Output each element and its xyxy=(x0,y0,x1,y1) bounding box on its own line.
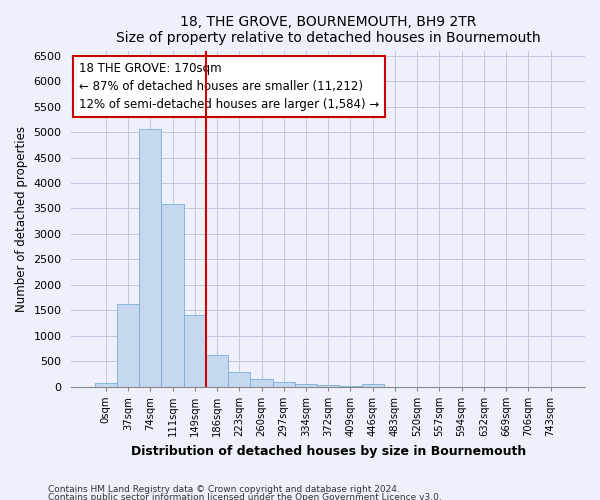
Bar xyxy=(250,380,272,387)
Bar xyxy=(95,383,117,387)
Y-axis label: Number of detached properties: Number of detached properties xyxy=(15,126,28,312)
Bar xyxy=(161,204,184,387)
Bar xyxy=(340,386,362,387)
Bar xyxy=(317,385,340,387)
Text: Contains public sector information licensed under the Open Government Licence v3: Contains public sector information licen… xyxy=(48,492,442,500)
Text: 18 THE GROVE: 170sqm
← 87% of detached houses are smaller (11,212)
12% of semi-d: 18 THE GROVE: 170sqm ← 87% of detached h… xyxy=(79,62,379,112)
Bar xyxy=(184,316,206,387)
Bar xyxy=(362,384,384,387)
Text: Contains HM Land Registry data © Crown copyright and database right 2024.: Contains HM Land Registry data © Crown c… xyxy=(48,486,400,494)
Bar xyxy=(117,304,139,387)
Bar xyxy=(228,372,250,387)
Bar xyxy=(139,129,161,387)
Bar xyxy=(272,382,295,387)
X-axis label: Distribution of detached houses by size in Bournemouth: Distribution of detached houses by size … xyxy=(131,444,526,458)
Bar xyxy=(295,384,317,387)
Bar xyxy=(206,355,228,387)
Title: 18, THE GROVE, BOURNEMOUTH, BH9 2TR
Size of property relative to detached houses: 18, THE GROVE, BOURNEMOUTH, BH9 2TR Size… xyxy=(116,15,541,45)
